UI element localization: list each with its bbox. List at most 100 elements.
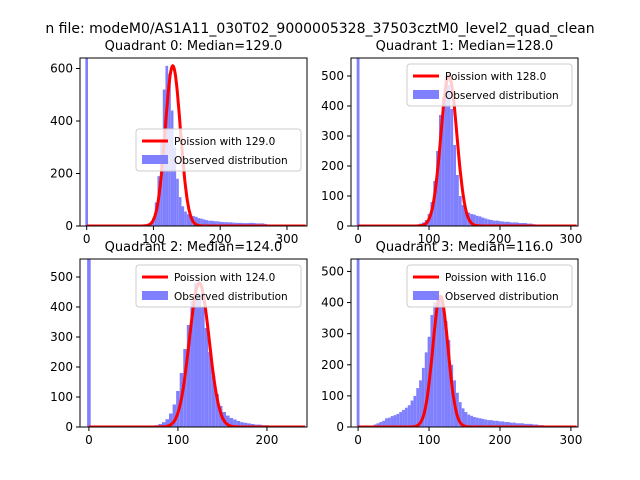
- y-tick-label: 400: [50, 114, 73, 128]
- legend-label-poisson: Poission with 128.0: [445, 71, 546, 83]
- legend-bar-swatch: [413, 90, 439, 99]
- histogram-bar: [211, 376, 216, 427]
- histogram-bar: [450, 109, 454, 226]
- x-tick-label: 300: [276, 232, 299, 246]
- histogram-bar: [501, 221, 505, 226]
- x-tick-label: 0: [83, 232, 91, 246]
- histogram-bar: [441, 305, 445, 427]
- y-tick-label: 200: [321, 358, 344, 372]
- histogram-bar: [213, 221, 217, 226]
- histogram-bar: [379, 422, 383, 427]
- histogram-bar: [433, 302, 437, 427]
- histogram-bar: [492, 420, 496, 427]
- y-tick-label: 400: [321, 296, 344, 310]
- axes-frame: [350, 258, 579, 428]
- histogram-bar: [447, 339, 451, 427]
- histogram-bar: [229, 418, 234, 427]
- histogram-bar: [416, 388, 420, 427]
- histogram-bar: [194, 216, 198, 226]
- histogram: [356, 58, 577, 226]
- x-tick-label: 0: [354, 433, 362, 447]
- y-tick-label: 200: [50, 360, 73, 374]
- histogram-bar: [512, 422, 516, 427]
- histogram-bar: [436, 151, 439, 226]
- histogram-bar: [498, 221, 502, 226]
- histogram-bar: [197, 218, 201, 226]
- histogram-bar: [376, 423, 380, 427]
- histogram-bar: [172, 404, 177, 427]
- histogram-bar: [424, 352, 428, 427]
- y-tick-label: 400: [50, 300, 73, 314]
- histogram-bar: [224, 222, 227, 226]
- legend-label-observed: Observed distribution: [174, 155, 288, 167]
- histogram-bar: [504, 422, 508, 427]
- histogram-bar: [247, 423, 251, 427]
- histogram-bar: [186, 214, 190, 226]
- histogram-bar: [181, 206, 185, 226]
- histogram-bar: [478, 418, 482, 427]
- y-tick-label: 100: [50, 390, 73, 404]
- y-tick-label: 500: [50, 270, 73, 284]
- axes-frame: [79, 258, 308, 428]
- subplot-title: Quadrant 0: Median=129.0: [105, 39, 283, 54]
- y-tick-label: 500: [321, 264, 344, 278]
- x-tick-label: 200: [489, 433, 512, 447]
- histogram-bar: [248, 222, 251, 226]
- subplot-1: Quadrant 1: Median=128.0 0 100 200 300 0 100 20…: [321, 39, 582, 246]
- histogram-bar: [438, 115, 442, 226]
- histogram-bar: [232, 222, 235, 226]
- histogram-bar: [507, 221, 510, 226]
- legend-bar-swatch: [142, 155, 168, 164]
- histogram-bar: [507, 422, 510, 427]
- poisson-curve: [358, 74, 577, 226]
- histogram-bar: [484, 419, 488, 427]
- histogram-bar: [208, 220, 211, 226]
- y-tick-label: 100: [321, 189, 344, 203]
- histogram-bar: [186, 325, 191, 427]
- histogram-bar: [210, 220, 214, 226]
- histogram-bar: [193, 283, 198, 427]
- y-tick-label: 200: [321, 159, 344, 173]
- histogram-bar: [226, 222, 230, 226]
- histogram-bar: [455, 175, 459, 226]
- histogram-bar: [189, 215, 193, 226]
- x-tick-label: 100: [166, 433, 189, 447]
- y-tick-label: 600: [50, 62, 73, 76]
- histogram-bar: [190, 301, 194, 427]
- histogram-bar: [467, 414, 471, 427]
- poisson-curve: [358, 294, 577, 427]
- histogram-bar: [455, 392, 459, 427]
- x-tick-label: 0: [85, 433, 93, 447]
- histogram-bar: [237, 222, 241, 226]
- histogram-bar: [393, 415, 397, 427]
- histogram-bar: [529, 423, 533, 427]
- histogram-bar: [487, 219, 491, 226]
- histogram-bar: [385, 418, 388, 427]
- y-tick-label: 0: [65, 420, 73, 434]
- histogram-bar: [250, 222, 254, 226]
- legend-frame: [406, 63, 573, 107]
- subplot-grid: Quadrant 0: Median=129.0 0 100 200 300 0 200 40…: [50, 39, 582, 447]
- legend-label-observed: Observed distribution: [445, 291, 559, 303]
- histogram-bar: [356, 259, 360, 427]
- histogram-bar: [218, 221, 222, 226]
- histogram-bar: [208, 352, 212, 427]
- histogram-bar: [515, 222, 519, 226]
- histogram-bar: [402, 409, 405, 427]
- poisson-curve: [86, 63, 306, 226]
- histogram-bar: [498, 421, 502, 427]
- histogram-bar: [464, 209, 468, 226]
- histogram-bar: [201, 307, 205, 427]
- histogram-bar: [475, 417, 479, 427]
- histogram-bar: [501, 421, 505, 427]
- y-tick-label: 100: [321, 389, 344, 403]
- axes-frame: [79, 57, 308, 227]
- legend-frame: [406, 264, 573, 308]
- histogram-bar: [450, 364, 454, 427]
- histogram-bar: [399, 412, 403, 427]
- x-tick-label: 100: [418, 232, 441, 246]
- histogram-bar: [225, 415, 230, 427]
- y-tick-label: 300: [50, 330, 73, 344]
- histogram-bar: [176, 178, 179, 226]
